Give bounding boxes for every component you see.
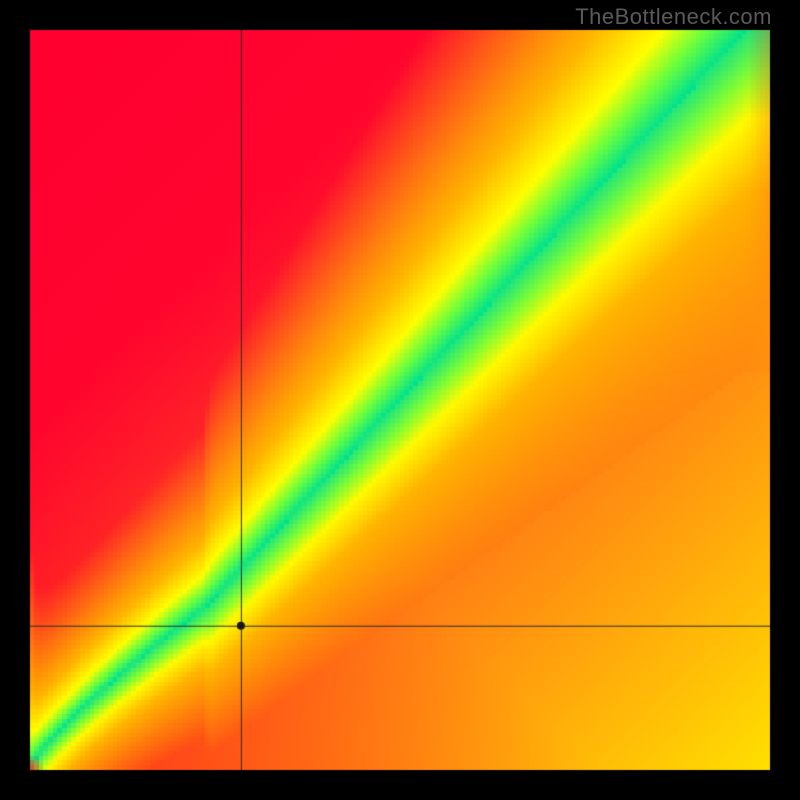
watermark-text: TheBottleneck.com — [575, 4, 772, 30]
heatmap-canvas — [0, 0, 800, 800]
chart-container: TheBottleneck.com — [0, 0, 800, 800]
